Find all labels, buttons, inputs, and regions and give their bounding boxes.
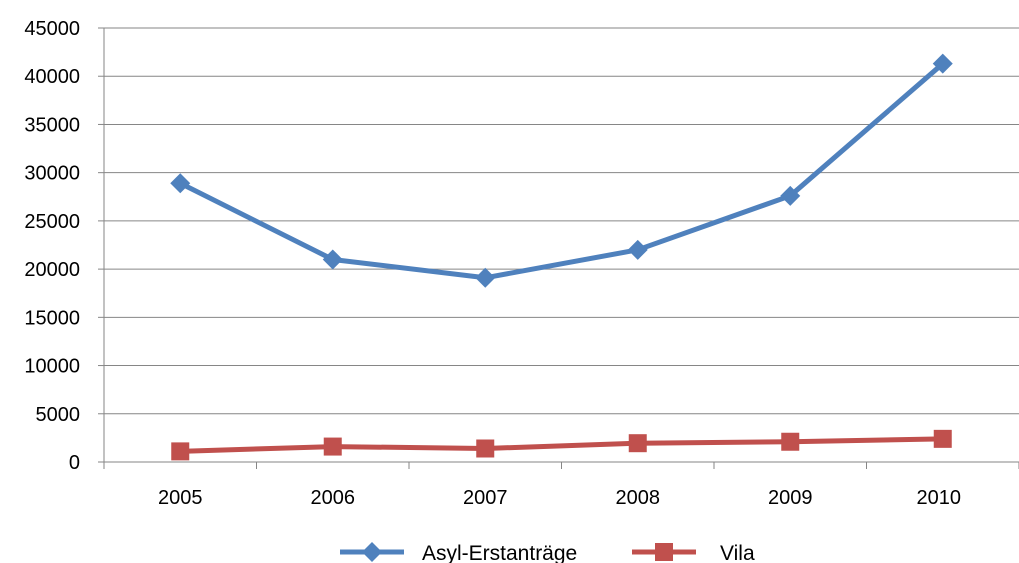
series-asyl-erstantraege bbox=[170, 53, 953, 288]
data-point-diamond bbox=[932, 53, 953, 74]
data-point-diamond bbox=[322, 249, 343, 270]
data-point-square bbox=[781, 432, 800, 451]
y-tick-label: 0 bbox=[69, 452, 80, 474]
data-point-square bbox=[323, 437, 342, 456]
data-point-square bbox=[476, 439, 495, 458]
axes bbox=[98, 27, 1019, 469]
data-point-square bbox=[933, 429, 952, 448]
data-point-square bbox=[628, 434, 647, 453]
x-tick-label: 2005 bbox=[158, 487, 203, 509]
y-tick-label: 45000 bbox=[24, 18, 80, 40]
y-tick-label: 40000 bbox=[24, 66, 80, 88]
gridlines bbox=[104, 27, 1019, 415]
legend-item-vila: Vila bbox=[632, 542, 755, 563]
y-tick-label: 15000 bbox=[24, 307, 80, 329]
data-point-diamond bbox=[780, 185, 801, 206]
x-tick-label: 2007 bbox=[463, 487, 508, 509]
series-vila bbox=[171, 429, 952, 461]
x-tick-label: 2009 bbox=[768, 487, 813, 509]
series-line bbox=[180, 436, 943, 454]
y-axis-tick-labels: 0 5000 10000 15000 20000 25000 30000 35000 40000… bbox=[24, 18, 80, 474]
x-axis-tick-labels: 2005 2006 2007 2008 2009 2010 bbox=[158, 487, 961, 509]
y-tick-label: 10000 bbox=[24, 356, 80, 378]
legend-item-asyl-erstantraege: Asyl-Erstanträge bbox=[340, 542, 577, 563]
y-tick-label: 35000 bbox=[24, 114, 80, 136]
legend: Asyl-Erstanträge Vila bbox=[340, 542, 755, 563]
data-point-square bbox=[171, 442, 190, 461]
legend-label: Vila bbox=[720, 542, 755, 563]
y-tick-label: 5000 bbox=[36, 404, 81, 426]
series-line bbox=[179, 61, 945, 281]
y-tick-label: 25000 bbox=[24, 211, 80, 233]
data-point-diamond bbox=[475, 267, 496, 288]
data-point-diamond bbox=[170, 173, 191, 194]
legend-label: Asyl-Erstanträge bbox=[422, 542, 577, 563]
x-tick-label: 2008 bbox=[616, 487, 661, 509]
legend-marker-square bbox=[655, 543, 673, 561]
data-point-diamond bbox=[627, 239, 648, 260]
y-tick-label: 20000 bbox=[24, 259, 80, 281]
series-layer bbox=[170, 53, 953, 461]
x-tick-label: 2006 bbox=[311, 487, 356, 509]
legend-marker-diamond bbox=[362, 542, 382, 562]
x-tick-label: 2010 bbox=[917, 487, 962, 509]
y-tick-label: 30000 bbox=[24, 163, 80, 185]
